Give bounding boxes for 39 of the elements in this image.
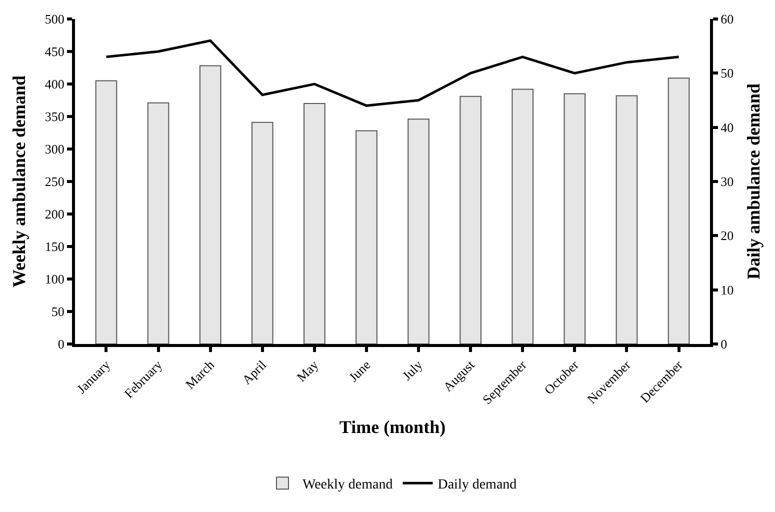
y-tick-label: 350 bbox=[44, 109, 64, 124]
x-tick-label: May bbox=[294, 356, 322, 385]
line-series bbox=[104, 39, 680, 107]
bar bbox=[460, 96, 482, 344]
legend-label: Weekly demand bbox=[302, 478, 393, 493]
y-tick-label: 400 bbox=[44, 76, 64, 92]
y-tick-label: 500 bbox=[44, 12, 64, 27]
y-tick-label: 300 bbox=[44, 142, 64, 157]
y2-axis-title: Daily ambulance demand bbox=[744, 83, 764, 280]
x-tick-label: June bbox=[346, 357, 374, 385]
y2-tick-label: 10 bbox=[720, 282, 734, 298]
bar bbox=[668, 78, 690, 344]
y-tick-label: 150 bbox=[44, 239, 64, 254]
bar bbox=[95, 80, 118, 344]
y-tick-label: 450 bbox=[44, 44, 64, 60]
y2-tick-label: 30 bbox=[720, 174, 734, 190]
x-tick-label: July bbox=[399, 356, 426, 384]
bar bbox=[147, 102, 170, 344]
y2-tick-label: 50 bbox=[720, 66, 734, 81]
y-tick-label: 250 bbox=[44, 174, 64, 190]
bar bbox=[408, 118, 430, 344]
bar bbox=[564, 93, 586, 344]
bar bbox=[251, 122, 274, 344]
y-tick-label: 200 bbox=[44, 206, 64, 222]
bar bbox=[512, 88, 534, 344]
bar bbox=[304, 103, 326, 344]
y2-tick-label: 40 bbox=[720, 120, 734, 135]
y2-tick-label: 20 bbox=[720, 228, 734, 244]
y-tick-label: 0 bbox=[58, 336, 64, 352]
bar bbox=[199, 65, 222, 344]
bar bbox=[616, 95, 638, 344]
y-tick-label: 100 bbox=[44, 272, 64, 287]
y2-tick-label: 0 bbox=[720, 336, 728, 352]
x-axis-title: Time (month) bbox=[339, 417, 446, 438]
bar bbox=[356, 130, 378, 344]
y-axis-title: Weekly ambulance demand bbox=[9, 75, 30, 288]
y2-tick-label: 60 bbox=[720, 12, 734, 27]
y-tick-label: 50 bbox=[51, 304, 64, 320]
legend-label: Daily demand bbox=[438, 478, 517, 493]
